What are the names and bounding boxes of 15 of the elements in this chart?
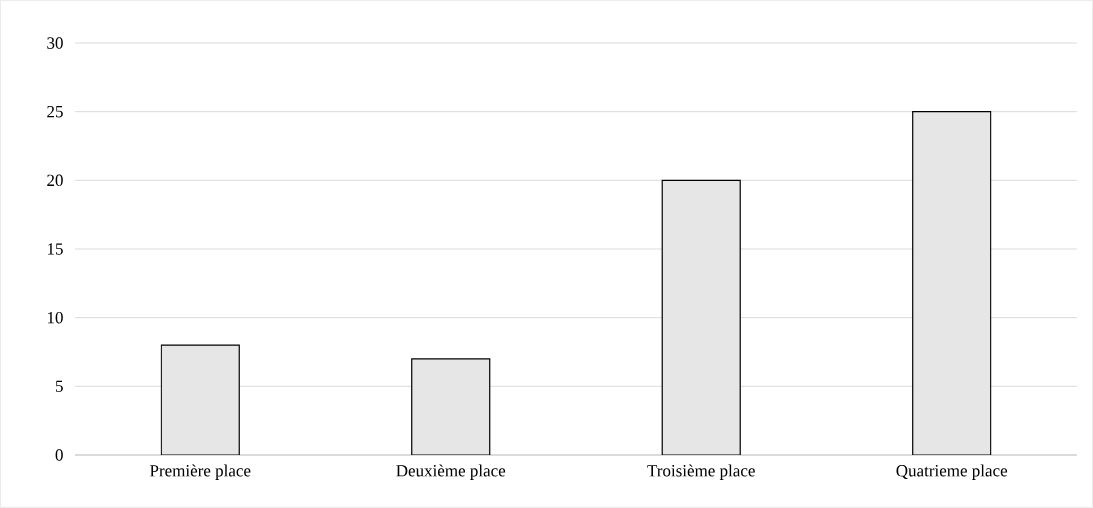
y-tick-label: 5 (55, 380, 63, 392)
y-tick-label: 25 (47, 105, 63, 118)
bar (411, 358, 491, 455)
x-tick-label: Troisième place (647, 464, 755, 480)
y-tick-label: 0 (55, 449, 63, 461)
y-tick-label: 10 (47, 311, 63, 324)
y-tick-label: 15 (47, 243, 63, 255)
x-tick-label: Quatrieme place (896, 464, 1008, 480)
y-tick-label: 20 (47, 174, 63, 187)
y-tick-label: 30 (47, 37, 63, 49)
bar (912, 111, 992, 455)
x-tick-label: Deuxième place (396, 464, 506, 480)
bar (661, 179, 741, 455)
x-tick-label: Première place (150, 464, 251, 480)
bar (160, 344, 240, 455)
